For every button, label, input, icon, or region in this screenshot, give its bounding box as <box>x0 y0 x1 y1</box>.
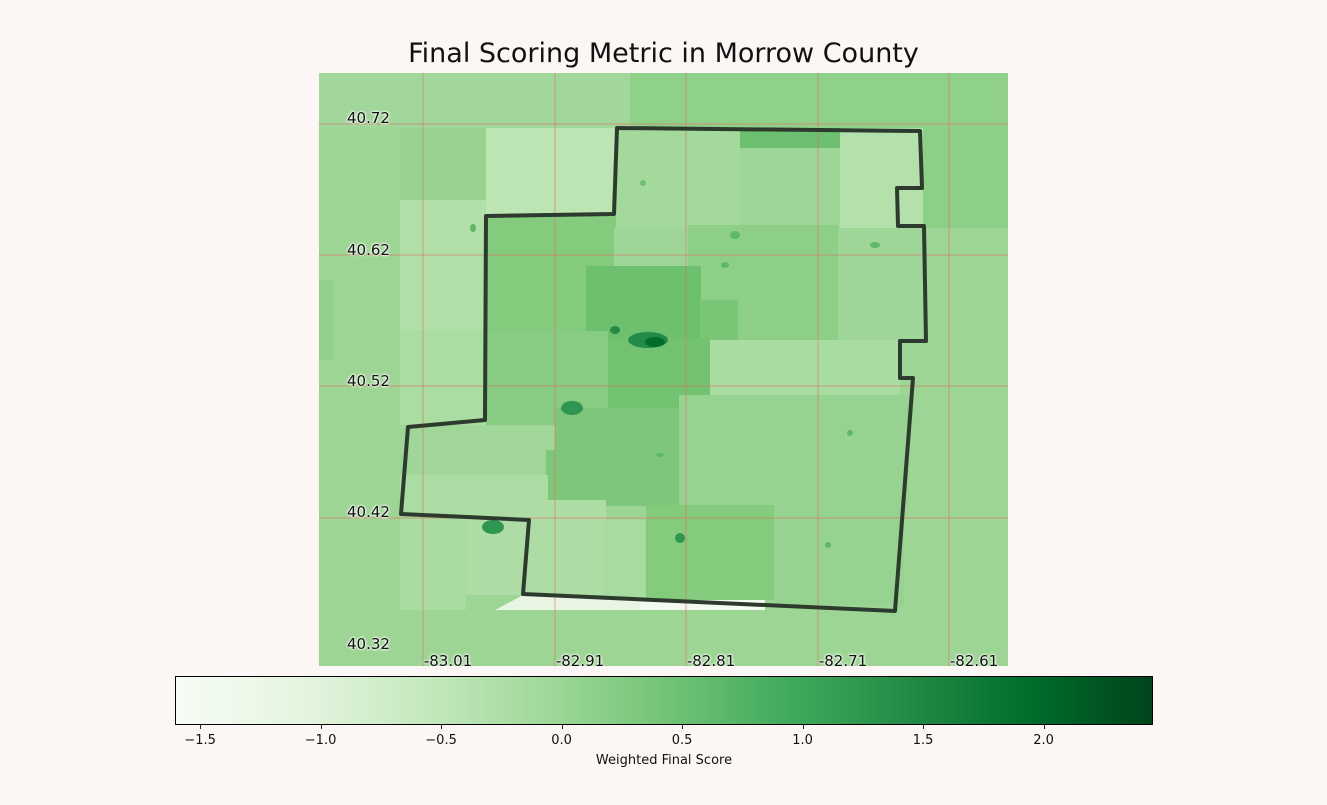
raster-tile <box>400 610 925 635</box>
raster-tile <box>838 228 924 340</box>
hotspot <box>825 542 831 548</box>
colorbar-tick-label: 0.0 <box>551 733 572 748</box>
colorbar-tick <box>562 724 563 729</box>
raster-tile <box>679 395 909 510</box>
colorbar-tick-label: 0.5 <box>672 733 693 748</box>
colorbar-tick <box>682 724 683 729</box>
raster-tile <box>400 515 466 610</box>
hotspot <box>645 337 665 347</box>
hotspot <box>610 326 620 334</box>
lon-label: -82.71 <box>819 652 867 670</box>
colorbar-tick <box>923 724 924 729</box>
colorbar-tick-label: 1.0 <box>792 733 813 748</box>
raster-tile <box>400 128 486 200</box>
colorbar-tick-label: −1.0 <box>305 733 337 748</box>
lat-label: 40.72 <box>347 109 390 127</box>
colorbar-tick-label: 2.0 <box>1033 733 1054 748</box>
colorbar-tick <box>321 724 322 729</box>
raster-tile <box>604 520 646 600</box>
hotspot <box>847 430 853 436</box>
raster-tile <box>740 148 840 228</box>
raster-tile <box>319 280 333 360</box>
raster-tile <box>614 228 688 270</box>
lon-label: -83.01 <box>424 652 472 670</box>
raster-tile <box>586 266 701 338</box>
raster-tile <box>555 408 679 506</box>
hotspot <box>561 401 583 415</box>
map-title: Final Scoring Metric in Morrow County <box>0 38 1327 69</box>
raster-tile <box>400 200 486 330</box>
colorbar-tick-label: −0.5 <box>425 733 457 748</box>
raster-tile <box>710 340 900 400</box>
hotspot <box>470 224 476 232</box>
lat-label: 40.42 <box>347 503 390 521</box>
hotspot <box>870 242 880 248</box>
raster-tile <box>774 510 904 605</box>
lon-label: -82.61 <box>950 652 998 670</box>
raster-tile <box>616 128 740 228</box>
map-canvas <box>319 73 1008 666</box>
lon-label: -82.81 <box>687 652 735 670</box>
raster-tile <box>400 330 486 425</box>
raster-tile <box>486 128 616 216</box>
raster-tile <box>630 73 1008 128</box>
colorbar <box>175 676 1153 725</box>
colorbar-tick <box>1044 724 1045 729</box>
lon-label: -82.91 <box>556 652 604 670</box>
raster-tile <box>466 500 606 595</box>
raster-tile <box>646 505 774 600</box>
score-raster-map <box>319 73 1008 666</box>
raster-tile <box>840 128 923 228</box>
colorbar-tick <box>441 724 442 729</box>
hotspot <box>640 180 646 186</box>
hotspot <box>482 520 504 534</box>
lat-label: 40.52 <box>347 372 390 390</box>
colorbar-ticks: −1.5 −1.0 −0.5 0.0 0.5 1.0 1.5 2.0 <box>176 724 1152 754</box>
raster-tile <box>700 300 738 340</box>
hotspot <box>656 453 664 457</box>
colorbar-tick-label: −1.5 <box>184 733 216 748</box>
lat-label: 40.62 <box>347 241 390 259</box>
colorbar-tick <box>803 724 804 729</box>
colorbar-tick-label: 1.5 <box>913 733 934 748</box>
hotspot <box>730 231 740 239</box>
raster-tile <box>923 128 1008 228</box>
raster-tile <box>546 450 566 500</box>
hotspot <box>675 533 685 543</box>
colorbar-tick <box>200 724 201 729</box>
lat-label: 40.32 <box>347 635 390 653</box>
hotspot <box>721 262 729 268</box>
colorbar-label: Weighted Final Score <box>175 753 1153 768</box>
